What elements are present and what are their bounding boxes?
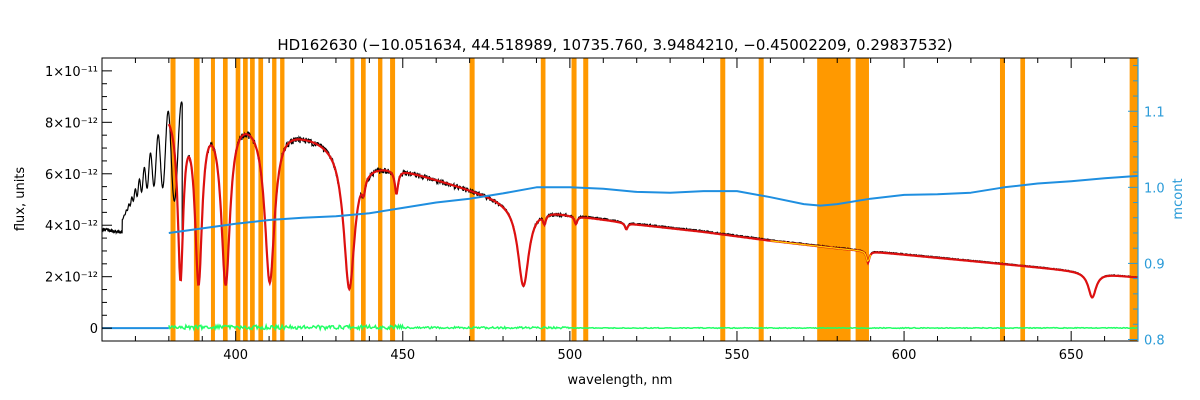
masked-region-2: [210, 58, 215, 341]
x-tick-label: 450: [390, 348, 415, 363]
continuum-line: [168, 174, 1138, 234]
continuum-series: [102, 174, 1138, 330]
x-tick-label: 600: [892, 348, 917, 363]
y-tick-label: 4×10⁻¹²: [45, 219, 98, 234]
y-tick-label: 6×10⁻¹²: [45, 168, 98, 183]
y-axis-right: 0.8 0.9 1.0 1.1: [1128, 58, 1165, 348]
y-axis-left: 0 2×10⁻¹² 4×10⁻¹² 6×10⁻¹² 8×10⁻¹² 1×10⁻¹¹: [45, 65, 112, 337]
y-axis-label: flux, units: [13, 167, 28, 232]
model-line: [167, 123, 1138, 299]
masked-region-5: [243, 58, 248, 341]
masked-region-13: [390, 58, 396, 341]
masked-region-20: [817, 58, 851, 341]
residual-line: [168, 322, 1138, 332]
observed-line: [102, 101, 1138, 299]
masked-region-7: [258, 58, 264, 341]
y-tick-label: 2×10⁻¹²: [45, 271, 98, 286]
model-highlight: [770, 240, 872, 263]
masked-region-4: [235, 58, 241, 341]
masked-region-11: [361, 58, 366, 341]
x-tick-label: 400: [223, 348, 248, 363]
masked-region-22: [999, 58, 1005, 341]
masked-region-0: [170, 58, 176, 341]
y2-axis-label: mcont: [1171, 178, 1186, 219]
masked-region-15: [540, 58, 546, 341]
y-tick-label: 0: [90, 322, 98, 337]
masked-region-19: [758, 58, 764, 341]
y-tick-label: 8×10⁻¹²: [45, 116, 98, 131]
masked-region-6: [250, 58, 255, 341]
x-tick-label: 550: [725, 348, 750, 363]
y2-tick-label: 0.8: [1144, 333, 1165, 348]
masked-region-17: [583, 58, 589, 341]
x-axis: 400 450 500 550 600 650: [101, 58, 1139, 363]
y2-tick-label: 1.1: [1144, 105, 1165, 120]
observed-spectrum: [102, 101, 1138, 299]
masked-region-10: [350, 58, 355, 341]
masked-region-1: [193, 58, 200, 341]
masked-region-8: [272, 58, 277, 341]
model-spectrum: [167, 123, 1138, 299]
masked-region-16: [571, 58, 577, 341]
x-tick-label: 650: [1059, 348, 1084, 363]
masked-region-9: [280, 58, 285, 341]
y2-tick-label: 1.0: [1144, 181, 1165, 196]
masked-regions: [170, 58, 1138, 341]
masked-region-23: [1020, 58, 1026, 341]
y-tick-label: 1×10⁻¹¹: [45, 65, 98, 80]
residual-series: [168, 322, 1138, 332]
masked-region-24: [1129, 58, 1138, 341]
masked-region-18: [720, 58, 726, 341]
masked-region-3: [222, 58, 228, 341]
x-tick-label: 500: [557, 348, 582, 363]
masked-region-14: [469, 58, 475, 341]
plot-frame: [101, 57, 1139, 342]
masked-region-12: [378, 58, 383, 341]
chart-title: HD162630 (−10.051634, 44.518989, 10735.7…: [277, 36, 952, 54]
plot-area: [102, 58, 1138, 341]
y2-tick-label: 0.9: [1144, 257, 1165, 272]
x-axis-label: wavelength, nm: [568, 373, 673, 388]
